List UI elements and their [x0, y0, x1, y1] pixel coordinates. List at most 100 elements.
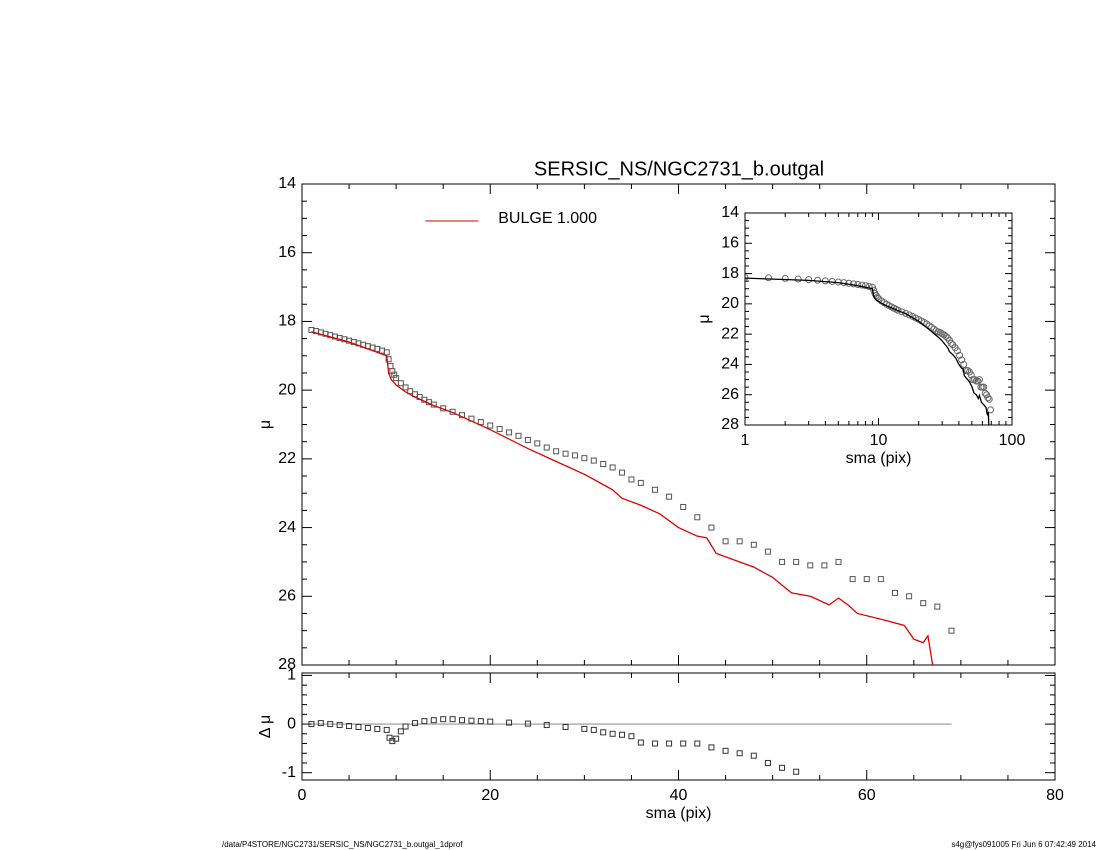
data-point — [898, 308, 906, 316]
data-point — [393, 735, 400, 742]
x-tick-label: 40 — [670, 787, 688, 804]
data-point — [779, 764, 786, 771]
data-point — [600, 461, 607, 468]
data-point — [506, 719, 513, 726]
data-point — [397, 380, 404, 387]
data-point — [680, 503, 687, 510]
data-point — [619, 469, 626, 476]
x-axis-label: sma (pix) — [646, 805, 712, 822]
data-point — [971, 376, 979, 384]
footer-right: s4g@fys091005 Fri Jun 6 07:42:49 2014 — [951, 840, 1096, 849]
data-point — [468, 717, 475, 724]
y-tick-label: 28 — [278, 656, 296, 673]
data-point — [374, 725, 381, 732]
data-point — [581, 455, 588, 462]
x-tick-label: 60 — [858, 787, 876, 804]
data-point — [736, 750, 743, 757]
data-point — [393, 375, 400, 382]
data-point — [440, 716, 447, 723]
data-point — [397, 728, 404, 735]
data-point — [383, 726, 390, 733]
data-point — [651, 486, 658, 493]
x-tick-label: 100 — [999, 432, 1026, 449]
data-point — [477, 718, 484, 725]
y-tick-label: 20 — [721, 295, 739, 312]
data-point — [430, 717, 437, 724]
data-point — [960, 360, 968, 368]
data-point — [628, 476, 635, 483]
x-tick-label: 20 — [481, 787, 499, 804]
plot-area — [308, 716, 952, 775]
data-point — [948, 627, 955, 634]
y-tick-label: 28 — [721, 416, 739, 433]
y-tick-label: 26 — [721, 386, 739, 403]
data-point — [449, 716, 456, 723]
data-point — [863, 576, 870, 583]
y-tick-label: 26 — [278, 588, 296, 605]
data-point — [543, 722, 550, 729]
data-point — [858, 281, 866, 289]
data-point — [308, 721, 315, 728]
data-point — [894, 306, 902, 314]
x-tick-label: 80 — [1046, 787, 1064, 804]
data-point — [906, 593, 913, 600]
data-point — [964, 366, 972, 374]
y-tick-label: 1 — [287, 667, 296, 684]
data-point — [814, 276, 822, 284]
data-point — [628, 733, 635, 740]
data-point — [389, 368, 396, 375]
data-point — [902, 309, 910, 317]
data-point — [327, 721, 334, 728]
data-point — [835, 558, 842, 565]
data-point — [355, 723, 362, 730]
data-point — [524, 720, 531, 727]
data-point — [750, 541, 757, 548]
y-tick-label: 16 — [278, 244, 296, 261]
data-point — [336, 722, 343, 729]
data-point — [947, 339, 955, 347]
data-point — [562, 723, 569, 730]
data-point — [562, 450, 569, 457]
data-point — [609, 464, 616, 471]
data-point — [974, 377, 982, 385]
data-point — [905, 311, 913, 319]
data-point — [862, 282, 870, 290]
data-point — [346, 723, 353, 730]
model-line — [311, 331, 934, 665]
y-tick-label: -1 — [282, 764, 296, 781]
x-tick-label: 1 — [741, 432, 750, 449]
data-point — [975, 376, 983, 384]
data-point — [496, 425, 503, 432]
data-point — [765, 274, 773, 282]
data-point — [920, 600, 927, 607]
y-tick-label: 18 — [278, 313, 296, 330]
data-point — [637, 479, 644, 486]
data-point — [666, 493, 673, 500]
footer-left: /data/P4STORE/NGC2731/SERSIC_NS/NGC2731_… — [222, 840, 463, 849]
data-point — [402, 384, 409, 391]
data-point — [385, 356, 392, 363]
plot-area — [745, 273, 994, 425]
data-point — [487, 422, 494, 429]
data-point — [764, 759, 771, 766]
data-point — [934, 603, 941, 610]
data-point — [421, 718, 428, 725]
data-point — [984, 394, 992, 402]
y-axis-label: Δ μ — [257, 715, 274, 738]
plot-area — [308, 327, 955, 665]
data-point — [515, 432, 522, 439]
y-tick-label: 22 — [721, 325, 739, 342]
data-point — [506, 429, 513, 436]
x-tick-label: 10 — [870, 432, 888, 449]
data-point — [708, 744, 715, 751]
y-tick-label: 14 — [278, 175, 296, 192]
data-point — [821, 277, 829, 285]
data-point — [411, 720, 418, 727]
data-point — [958, 356, 966, 364]
data-point — [805, 276, 813, 284]
data-point — [956, 351, 964, 359]
data-point — [928, 323, 936, 331]
data-point — [543, 444, 550, 451]
plot-frame — [744, 212, 1013, 426]
data-point — [722, 747, 729, 754]
